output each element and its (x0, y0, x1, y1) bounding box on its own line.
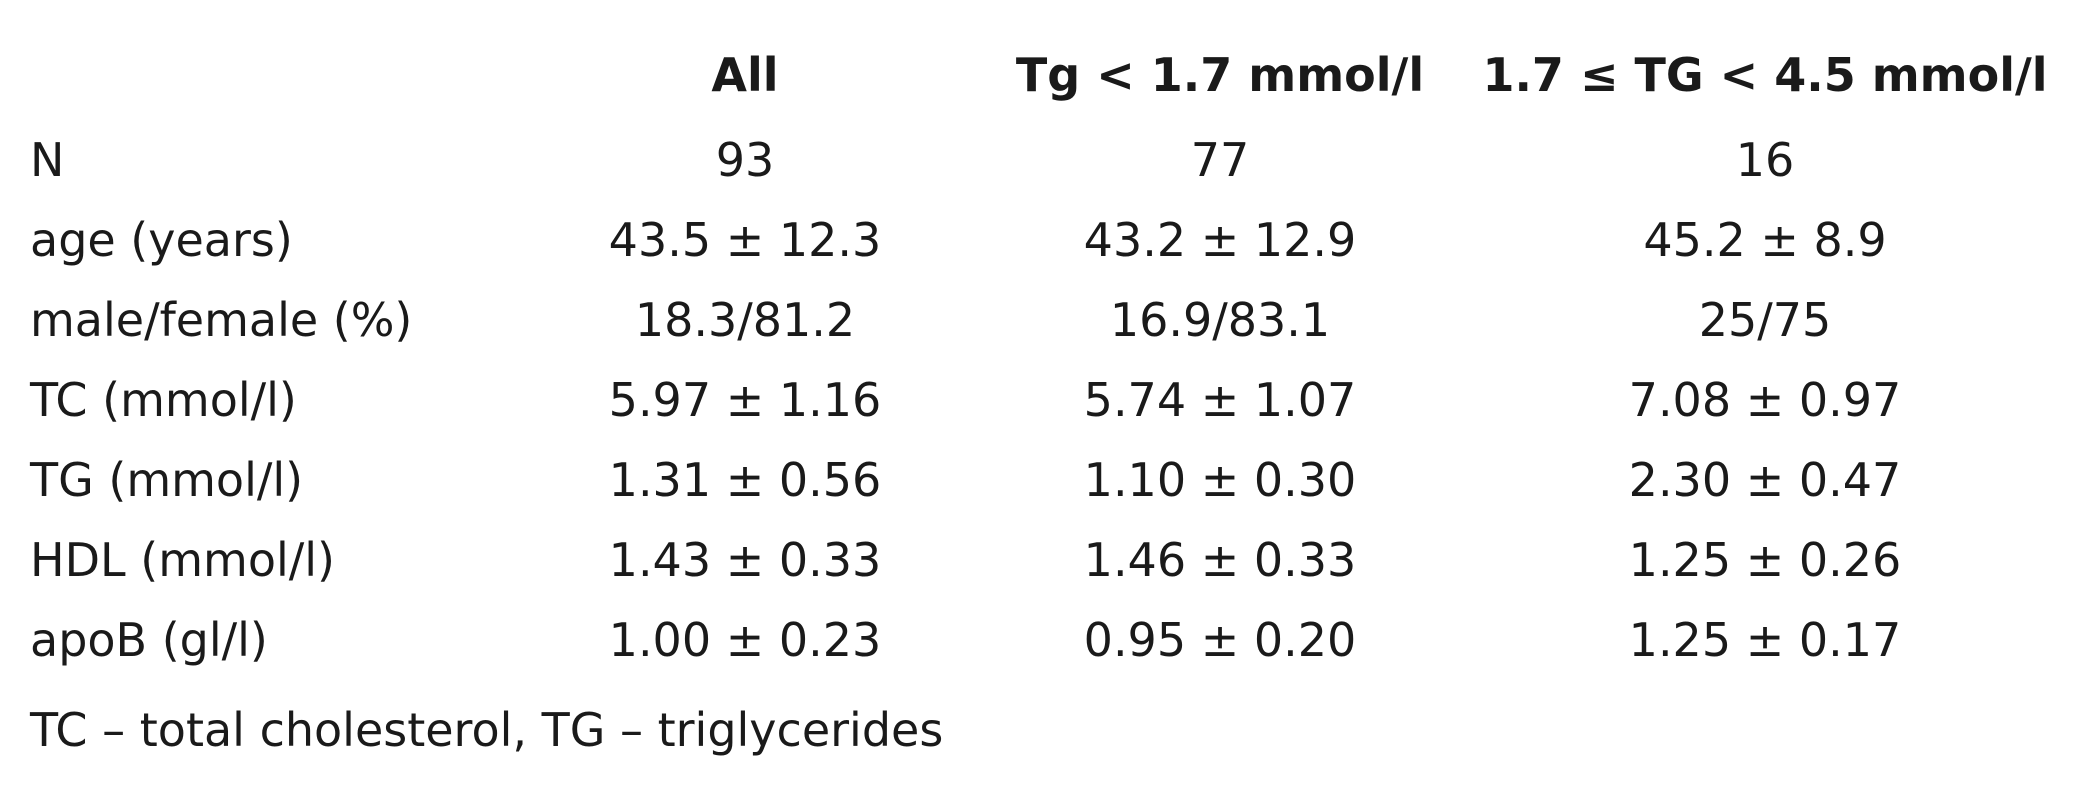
table-header: All Tg < 1.7 mmol/l 1.7 ≤ TG < 4.5 mmol/… (30, 30, 2050, 120)
header-all: All (711, 48, 779, 102)
cell-value: 77 (1190, 133, 1250, 187)
cell-value: 7.08 ± 0.97 (1628, 373, 1902, 427)
row-label-n: N (30, 133, 65, 187)
cell-value: 16.9/83.1 (1109, 293, 1331, 347)
cell-value: 1.00 ± 0.23 (608, 613, 882, 667)
table-footnote: TC – total cholesterol, TG – triglycerid… (30, 703, 944, 757)
cell-value: 43.5 ± 12.3 (608, 213, 882, 267)
cell-value: 1.10 ± 0.30 (1083, 453, 1357, 507)
cell-value: 45.2 ± 8.9 (1643, 213, 1887, 267)
data-table-container: All Tg < 1.7 mmol/l 1.7 ≤ TG < 4.5 mmol/… (30, 30, 2050, 680)
table-row: TG (mmol/l) 1.31 ± 0.56 1.10 ± 0.30 2.30… (30, 440, 2050, 520)
table-row: apoB (gl/l) 1.00 ± 0.23 0.95 ± 0.20 1.25… (30, 600, 2050, 680)
header-tg-high: 1.7 ≤ TG < 4.5 mmol/l (1482, 48, 2048, 102)
cell-value: 1.43 ± 0.33 (608, 533, 882, 587)
table-row: HDL (mmol/l) 1.43 ± 0.33 1.46 ± 0.33 1.2… (30, 520, 2050, 600)
table-row: N 93 77 16 (30, 120, 2050, 200)
cell-value: 93 (715, 133, 775, 187)
cell-value: 0.95 ± 0.20 (1083, 613, 1357, 667)
table-body: N 93 77 16 age (years) 43.5 ± 12.3 43.2 … (30, 120, 2050, 680)
header-row: All Tg < 1.7 mmol/l 1.7 ≤ TG < 4.5 mmol/… (30, 30, 2050, 120)
cell-value: 25/75 (1698, 293, 1832, 347)
cell-value: 18.3/81.2 (634, 293, 856, 347)
table-row: male/female (%) 18.3/81.2 16.9/83.1 25/7… (30, 280, 2050, 360)
cell-value: 5.74 ± 1.07 (1083, 373, 1357, 427)
row-label-hdl: HDL (mmol/l) (30, 533, 335, 587)
row-label-age: age (years) (30, 213, 293, 267)
row-label-apob: apoB (gl/l) (30, 613, 268, 667)
cell-value: 1.25 ± 0.26 (1628, 533, 1902, 587)
row-label-tg: TG (mmol/l) (30, 453, 304, 507)
row-label-tc: TC (mmol/l) (30, 373, 297, 427)
row-label-sex-ratio: male/female (%) (30, 293, 413, 347)
table-row: age (years) 43.5 ± 12.3 43.2 ± 12.9 45.2… (30, 200, 2050, 280)
header-tg-low: Tg < 1.7 mmol/l (1015, 48, 1425, 102)
cell-value: 2.30 ± 0.47 (1628, 453, 1902, 507)
cell-value: 5.97 ± 1.16 (608, 373, 882, 427)
cell-value: 1.31 ± 0.56 (608, 453, 882, 507)
table-row: TC (mmol/l) 5.97 ± 1.16 5.74 ± 1.07 7.08… (30, 360, 2050, 440)
cell-value: 1.25 ± 0.17 (1628, 613, 1902, 667)
header-blank-cell (30, 30, 530, 120)
cell-value: 43.2 ± 12.9 (1083, 213, 1357, 267)
cell-value: 1.46 ± 0.33 (1083, 533, 1357, 587)
data-table: All Tg < 1.7 mmol/l 1.7 ≤ TG < 4.5 mmol/… (30, 30, 2050, 680)
cell-value: 16 (1735, 133, 1795, 187)
